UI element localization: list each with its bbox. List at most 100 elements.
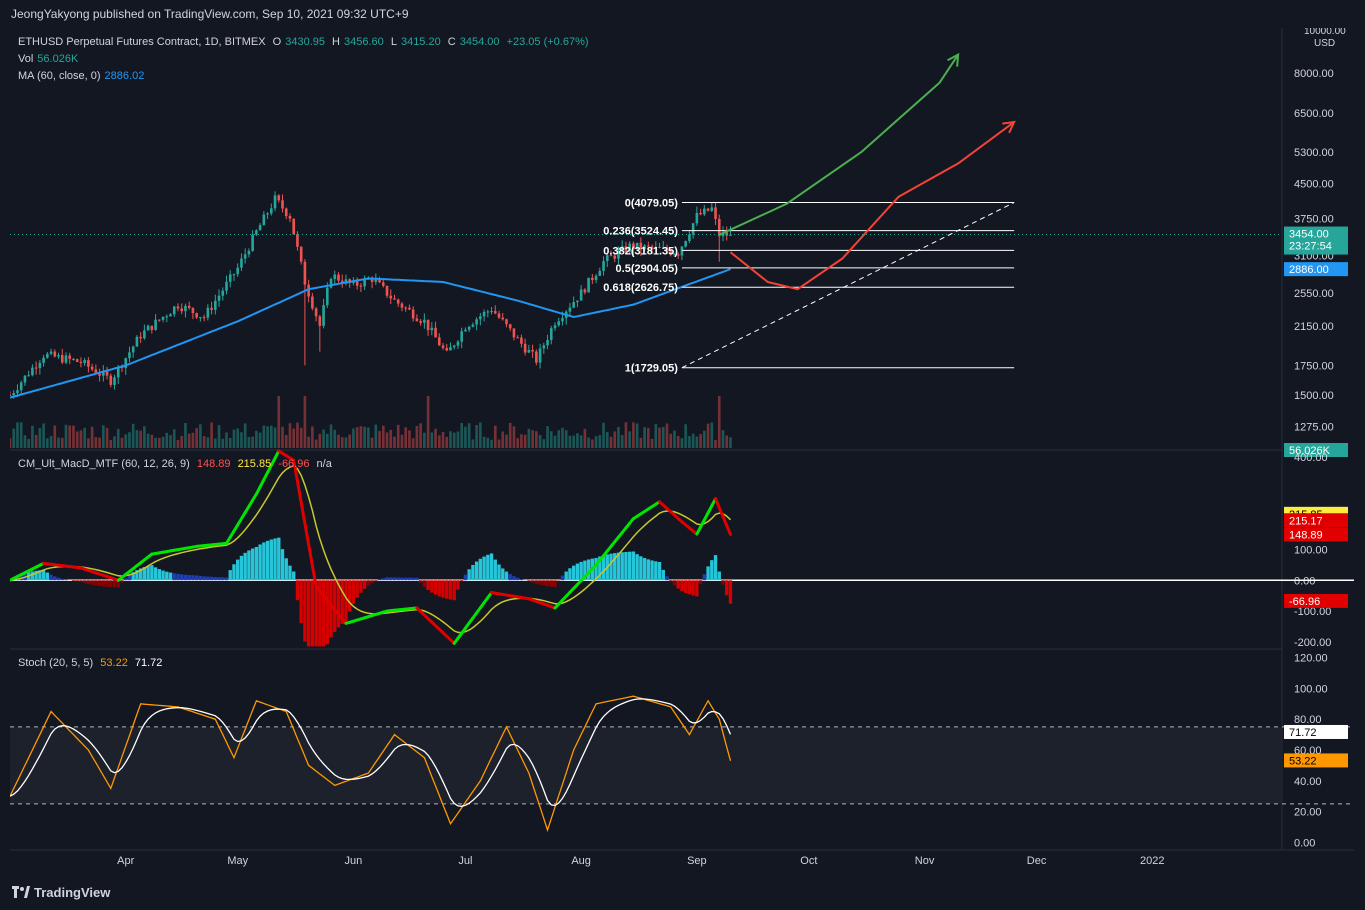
candle-body <box>490 311 493 313</box>
macd-line-segment <box>295 479 303 504</box>
volume-bar <box>497 439 501 448</box>
macd-histogram-bar <box>534 580 539 584</box>
volume-bar <box>120 437 124 448</box>
macd-histogram-bar <box>553 580 557 588</box>
candle-body <box>695 212 699 224</box>
candle-body <box>729 234 732 236</box>
volume-bar <box>426 396 430 448</box>
stoch-tick-label: 120.00 <box>1294 653 1328 665</box>
candle-body <box>146 325 150 331</box>
macd-histogram-bar <box>594 557 598 581</box>
macd-histogram-bar <box>717 571 721 581</box>
fib-level-label: 1(1729.05) <box>625 363 679 375</box>
volume-bar <box>449 431 452 448</box>
volume-bar <box>23 435 27 448</box>
macd-histogram-bar <box>418 580 423 583</box>
macd-histogram-bar <box>336 580 341 628</box>
candle-body <box>654 246 658 249</box>
macd-histogram-bar <box>575 563 580 581</box>
candle-body <box>419 321 422 323</box>
macd-histogram-bar <box>512 576 516 581</box>
time-axis-label: Jul <box>458 855 472 867</box>
volume-bar <box>564 430 568 448</box>
candle-body <box>493 311 497 314</box>
candle-body <box>94 369 98 374</box>
time-axis-label: Apr <box>117 855 134 867</box>
macd-histogram-bar <box>209 576 214 581</box>
volume-bar <box>303 396 307 448</box>
volume-bar <box>441 431 445 448</box>
candle-body <box>31 367 34 376</box>
candle-body <box>135 336 139 347</box>
candle-body <box>333 274 337 279</box>
volume-bar <box>703 430 706 448</box>
volume-bar <box>27 438 30 448</box>
macd-histogram-bar <box>433 580 438 595</box>
candle-body <box>561 318 564 322</box>
volume-bar <box>292 428 296 448</box>
macd-histogram-bar <box>101 580 106 587</box>
tradingview-logo[interactable]: TradingView <box>12 885 110 900</box>
volume-bar <box>299 427 303 448</box>
candle-body <box>217 295 221 301</box>
macd-histogram-bar <box>672 580 677 586</box>
macd-histogram-bar <box>157 569 161 581</box>
macd-histogram-bar <box>41 569 46 581</box>
candle-body <box>475 319 478 325</box>
candle-body <box>206 307 210 318</box>
candle-body <box>396 299 400 304</box>
candle-body <box>620 246 624 251</box>
symbol-legend: ETHUSD Perpetual Futures Contract, 1D, B… <box>18 36 593 48</box>
volume-bar <box>139 430 142 448</box>
volume-bar <box>411 438 415 448</box>
macd-histogram-bar <box>392 577 397 581</box>
macd-histogram-bar <box>306 580 311 647</box>
macd-histogram-bar <box>430 580 434 593</box>
macd-histogram-bar <box>422 580 427 587</box>
candle-body <box>639 242 643 250</box>
candle-body <box>452 345 456 348</box>
time-axis-label: Sep <box>687 855 707 867</box>
candle-body <box>172 306 176 315</box>
candle-body <box>661 247 665 249</box>
candle-body <box>68 355 72 359</box>
macd-line-segment <box>725 523 732 536</box>
candle-body <box>187 305 191 308</box>
macd-histogram-bar <box>560 575 565 581</box>
macd-histogram-bar <box>396 577 400 581</box>
candle-body <box>240 258 243 268</box>
bearish-projection-arrow-arrowhead <box>1002 120 1016 134</box>
macd-histogram-bar <box>82 580 87 584</box>
candle-body <box>598 270 602 276</box>
price-unit-label: USD <box>1314 38 1335 49</box>
macd-histogram-bar <box>262 542 266 581</box>
macd-histogram-bar <box>90 580 94 585</box>
macd-value-tag-bg <box>1284 593 1348 608</box>
open-value: 3430.95 <box>285 36 325 48</box>
candle-body <box>284 208 288 216</box>
volume-bar <box>378 430 381 448</box>
close-label: C <box>447 36 456 48</box>
candle-body <box>535 351 538 363</box>
price-tick-label: 10000.00 <box>1304 28 1346 37</box>
chart-area[interactable]: 8000.00 6500.00 5300.00 4500.00 3750.00 3100.… <box>10 28 1354 878</box>
volume-bar <box>591 439 594 448</box>
macd-line-segment <box>299 500 307 525</box>
volume-bar <box>262 425 266 448</box>
candle-body <box>105 371 109 376</box>
macd-histogram-bar <box>109 580 113 588</box>
candle-body <box>658 246 661 248</box>
candle-body <box>288 215 292 219</box>
macd-histogram-bar <box>377 579 382 581</box>
candle-body <box>236 267 240 275</box>
price-tick-label: 2550.00 <box>1294 288 1334 300</box>
volume-bar <box>523 434 527 448</box>
price-tick-label: 1500.00 <box>1294 390 1334 402</box>
macd-histogram-bar <box>247 550 251 581</box>
candle-body <box>583 289 587 293</box>
chart-canvas[interactable]: 8000.00 6500.00 5300.00 4500.00 3750.00 3100.… <box>10 28 1354 878</box>
candle-body <box>258 225 262 231</box>
candle-body <box>46 353 49 358</box>
macd-tick-label: 100.00 <box>1294 545 1328 557</box>
macd-histogram-bar <box>676 580 680 589</box>
